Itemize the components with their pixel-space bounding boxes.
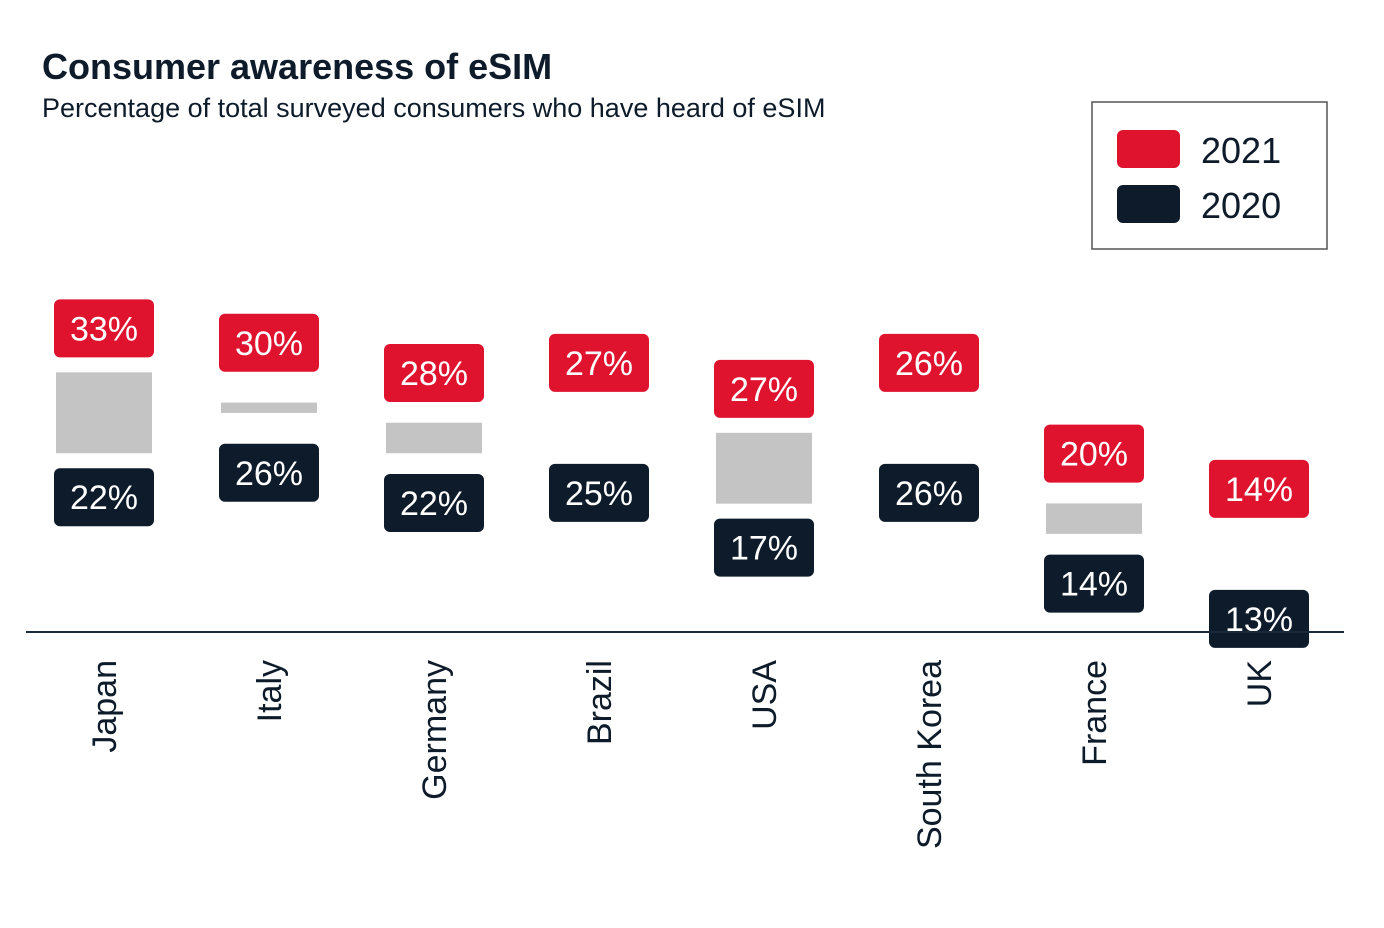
legend-label-2020: 2020: [1201, 185, 1281, 226]
data-label-usa-2020: 17%: [730, 530, 798, 568]
category-label-france: France: [1076, 660, 1114, 766]
chart-title: Consumer awareness of eSIM: [42, 46, 552, 87]
label-box-france-2021: [1044, 424, 1144, 483]
category-label-uk: UK: [1241, 660, 1279, 708]
data-label-south-korea-2021: 26%: [895, 345, 963, 383]
label-box-italy-2020: [219, 443, 319, 502]
gap-bar-italy: [221, 402, 317, 413]
legend-label-2021: 2021: [1201, 130, 1281, 171]
data-label-brazil-2021: 27%: [565, 345, 633, 383]
label-box-usa-2020: [714, 518, 814, 577]
category-label-south-korea: South Korea: [911, 660, 949, 849]
label-box-south-korea-2021: [879, 333, 979, 392]
data-label-japan-2020: 22%: [70, 479, 138, 517]
label-box-germany-2020: [384, 474, 484, 532]
legend: 2021 2020: [1091, 101, 1328, 250]
gap-bar-france: [1046, 503, 1142, 534]
data-label-south-korea-2020: 26%: [895, 475, 963, 513]
label-box-uk-2020: [1209, 589, 1309, 648]
data-label-france-2020: 14%: [1060, 566, 1128, 604]
legend-swatch-2021: [1117, 130, 1180, 168]
data-label-brazil-2020: 25%: [565, 475, 633, 513]
gap-bar-usa: [716, 432, 812, 504]
label-box-brazil-2020: [549, 463, 649, 522]
data-label-uk-2020: 13%: [1225, 601, 1293, 639]
data-label-italy-2020: 26%: [235, 455, 303, 493]
label-box-brazil-2021: [549, 333, 649, 392]
category-label-usa: USA: [746, 660, 784, 730]
category-labels: Japan Italy Germany Brazil USA South Korea Fra…: [86, 660, 1279, 849]
label-box-italy-2021: [219, 313, 319, 372]
chart-subtitle: Percentage of total surveyed consumers w…: [42, 93, 825, 123]
chart-marks: 33% 22% 30% 26% 28% 22% 27% 25% 27% 17% 26% 26% 20% 1…: [54, 299, 1309, 648]
category-label-japan: Japan: [86, 660, 124, 753]
label-box-japan-2020: [54, 468, 154, 527]
label-box-germany-2021: [384, 344, 484, 402]
category-label-brazil: Brazil: [581, 660, 619, 745]
gap-bar-germany: [386, 422, 482, 454]
label-box-japan-2021: [54, 299, 154, 358]
label-box-uk-2021: [1209, 459, 1309, 518]
label-box-france-2020: [1044, 554, 1144, 613]
label-box-south-korea-2020: [879, 463, 979, 522]
gap-bar-japan: [56, 372, 152, 454]
legend-box: [1091, 101, 1328, 250]
data-label-usa-2021: 27%: [730, 371, 798, 409]
legend-swatch-2020: [1117, 185, 1180, 223]
data-label-uk-2021: 14%: [1225, 471, 1293, 509]
data-label-italy-2021: 30%: [235, 325, 303, 363]
data-label-france-2021: 20%: [1060, 436, 1128, 474]
category-label-italy: Italy: [251, 660, 289, 722]
category-label-germany: Germany: [416, 660, 454, 800]
label-box-usa-2021: [714, 359, 814, 418]
data-label-japan-2021: 33%: [70, 310, 138, 348]
data-label-germany-2021: 28%: [400, 355, 468, 393]
data-label-germany-2020: 22%: [400, 485, 468, 523]
